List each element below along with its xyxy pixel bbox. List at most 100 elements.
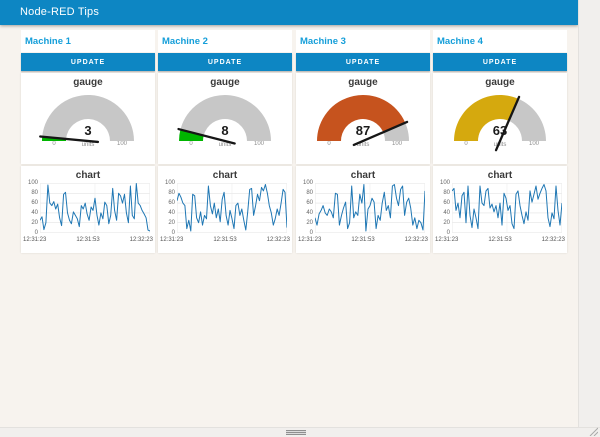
x-tick: 12:31:23 xyxy=(160,237,184,243)
machine-group-4: Machine 4 UPDATE gauge 63 0 units 100 ch… xyxy=(433,30,567,253)
chart-x-axis: 12:31:23 12:31:53 12:32:23 xyxy=(435,237,565,243)
gauge-min-label: 0 xyxy=(464,141,468,147)
machine-group-3: Machine 3 UPDATE gauge 87 0 units 100 ch… xyxy=(296,30,430,253)
group-title: Machine 4 xyxy=(433,30,567,52)
update-button[interactable]: UPDATE xyxy=(158,53,292,71)
x-tick: 12:32:23 xyxy=(541,237,565,243)
gauge-needle xyxy=(494,95,521,152)
vertical-scrollbar[interactable] xyxy=(578,0,600,427)
gauge-max-label: 100 xyxy=(391,141,402,147)
horizontal-scrollbar-thumb[interactable] xyxy=(286,430,306,435)
chart-card: chart 100 80 60 40 20 0 12:31:23 12:31:5… xyxy=(433,166,567,253)
gauge-min-label: 0 xyxy=(52,141,56,147)
gauge-max-label: 100 xyxy=(528,141,539,147)
update-button[interactable]: UPDATE xyxy=(21,53,155,71)
chart-title: chart xyxy=(75,170,101,181)
chart-line-series xyxy=(452,184,562,230)
y-tick: 80 xyxy=(443,190,450,196)
group-title: Machine 3 xyxy=(296,30,430,52)
y-tick: 20 xyxy=(306,220,313,226)
gauge-needle xyxy=(39,135,100,144)
y-tick: 40 xyxy=(31,210,38,216)
y-tick: 20 xyxy=(443,220,450,226)
y-tick: 0 xyxy=(171,230,175,236)
chart-line-series xyxy=(315,184,425,232)
gauge-max-label: 100 xyxy=(253,141,264,147)
gauge-widget xyxy=(39,95,134,144)
gauge-track-arc xyxy=(508,98,546,141)
y-tick: 60 xyxy=(31,200,38,206)
gauge-units-label: units xyxy=(218,142,232,148)
x-tick: 12:32:23 xyxy=(129,237,153,243)
gauge-value-arc xyxy=(179,129,204,141)
gauge-track-arc xyxy=(42,95,134,141)
chart-x-axis: 12:31:23 12:31:53 12:32:23 xyxy=(298,237,428,243)
gauge-title: gauge xyxy=(348,77,378,88)
gauge-value-arc xyxy=(454,95,519,141)
chart-line-series xyxy=(40,183,150,232)
gauge-title: gauge xyxy=(485,77,515,88)
update-button[interactable]: UPDATE xyxy=(296,53,430,71)
machine-group-2: Machine 2 UPDATE gauge 8 0 units 100 cha… xyxy=(158,30,292,253)
gauge-value: 3 xyxy=(84,123,92,138)
y-tick: 100 xyxy=(164,180,175,186)
y-tick: 0 xyxy=(34,230,38,236)
gauge-needle xyxy=(352,120,409,147)
gauge-units-label: units xyxy=(493,142,507,148)
chart-x-axis: 12:31:23 12:31:53 12:32:23 xyxy=(160,237,290,243)
gauge-needle xyxy=(177,127,236,145)
y-tick: 40 xyxy=(306,210,313,216)
y-tick: 20 xyxy=(31,220,38,226)
gauge-title: gauge xyxy=(210,77,240,88)
y-tick: 100 xyxy=(27,180,38,186)
y-tick: 80 xyxy=(306,190,313,196)
gauge-min-label: 0 xyxy=(327,141,331,147)
gauge-value: 87 xyxy=(355,123,371,138)
gauge-card: gauge 63 0 units 100 xyxy=(433,73,567,164)
y-tick: 60 xyxy=(306,200,313,206)
chart-title: chart xyxy=(350,170,376,181)
x-tick: 12:31:53 xyxy=(76,237,100,243)
gauge-title: gauge xyxy=(73,77,103,88)
gauge-track-arc xyxy=(383,122,409,141)
x-tick: 12:31:53 xyxy=(213,237,237,243)
gauge-card: gauge 8 0 units 100 xyxy=(158,73,292,164)
gauge-value-arc xyxy=(317,94,406,141)
gauge-widget xyxy=(454,95,546,152)
y-tick: 100 xyxy=(439,180,450,186)
x-tick: 12:31:23 xyxy=(298,237,322,243)
resize-grip-icon[interactable] xyxy=(588,427,598,436)
y-tick: 60 xyxy=(443,200,450,206)
gauge-card: gauge 3 0 units 100 xyxy=(21,73,155,164)
machine-group-1: Machine 1 UPDATE gauge 3 0 units 100 cha… xyxy=(21,30,155,253)
gauge-units-label: units xyxy=(356,142,370,148)
chart-card: chart 100 80 60 40 20 0 12:31:23 12:31:5… xyxy=(21,166,155,253)
y-tick: 40 xyxy=(168,210,175,216)
app-title: Node-RED Tips xyxy=(20,6,100,18)
x-tick: 12:32:23 xyxy=(404,237,428,243)
chart-widget xyxy=(177,183,287,233)
gauge-units-label: units xyxy=(81,142,95,148)
update-button[interactable]: UPDATE xyxy=(433,53,567,71)
group-title: Machine 2 xyxy=(158,30,292,52)
chart-widget xyxy=(40,183,150,233)
chart-line-series xyxy=(177,184,287,232)
chart-widget xyxy=(452,183,562,233)
x-tick: 12:31:23 xyxy=(435,237,459,243)
gauge-min-label: 0 xyxy=(189,141,193,147)
chart-x-axis: 12:31:23 12:31:53 12:32:23 xyxy=(23,237,153,243)
y-tick: 60 xyxy=(168,200,175,206)
y-tick: 80 xyxy=(31,190,38,196)
x-tick: 12:31:53 xyxy=(488,237,512,243)
x-tick: 12:32:23 xyxy=(266,237,290,243)
y-tick: 0 xyxy=(446,230,450,236)
chart-card: chart 100 80 60 40 20 0 12:31:23 12:31:5… xyxy=(296,166,430,253)
chart-title: chart xyxy=(212,170,238,181)
app-header: Node-RED Tips xyxy=(0,0,578,25)
group-title: Machine 1 xyxy=(21,30,155,52)
y-tick: 0 xyxy=(309,230,313,236)
gauge-max-label: 100 xyxy=(116,141,127,147)
y-tick: 80 xyxy=(168,190,175,196)
x-tick: 12:31:23 xyxy=(23,237,47,243)
